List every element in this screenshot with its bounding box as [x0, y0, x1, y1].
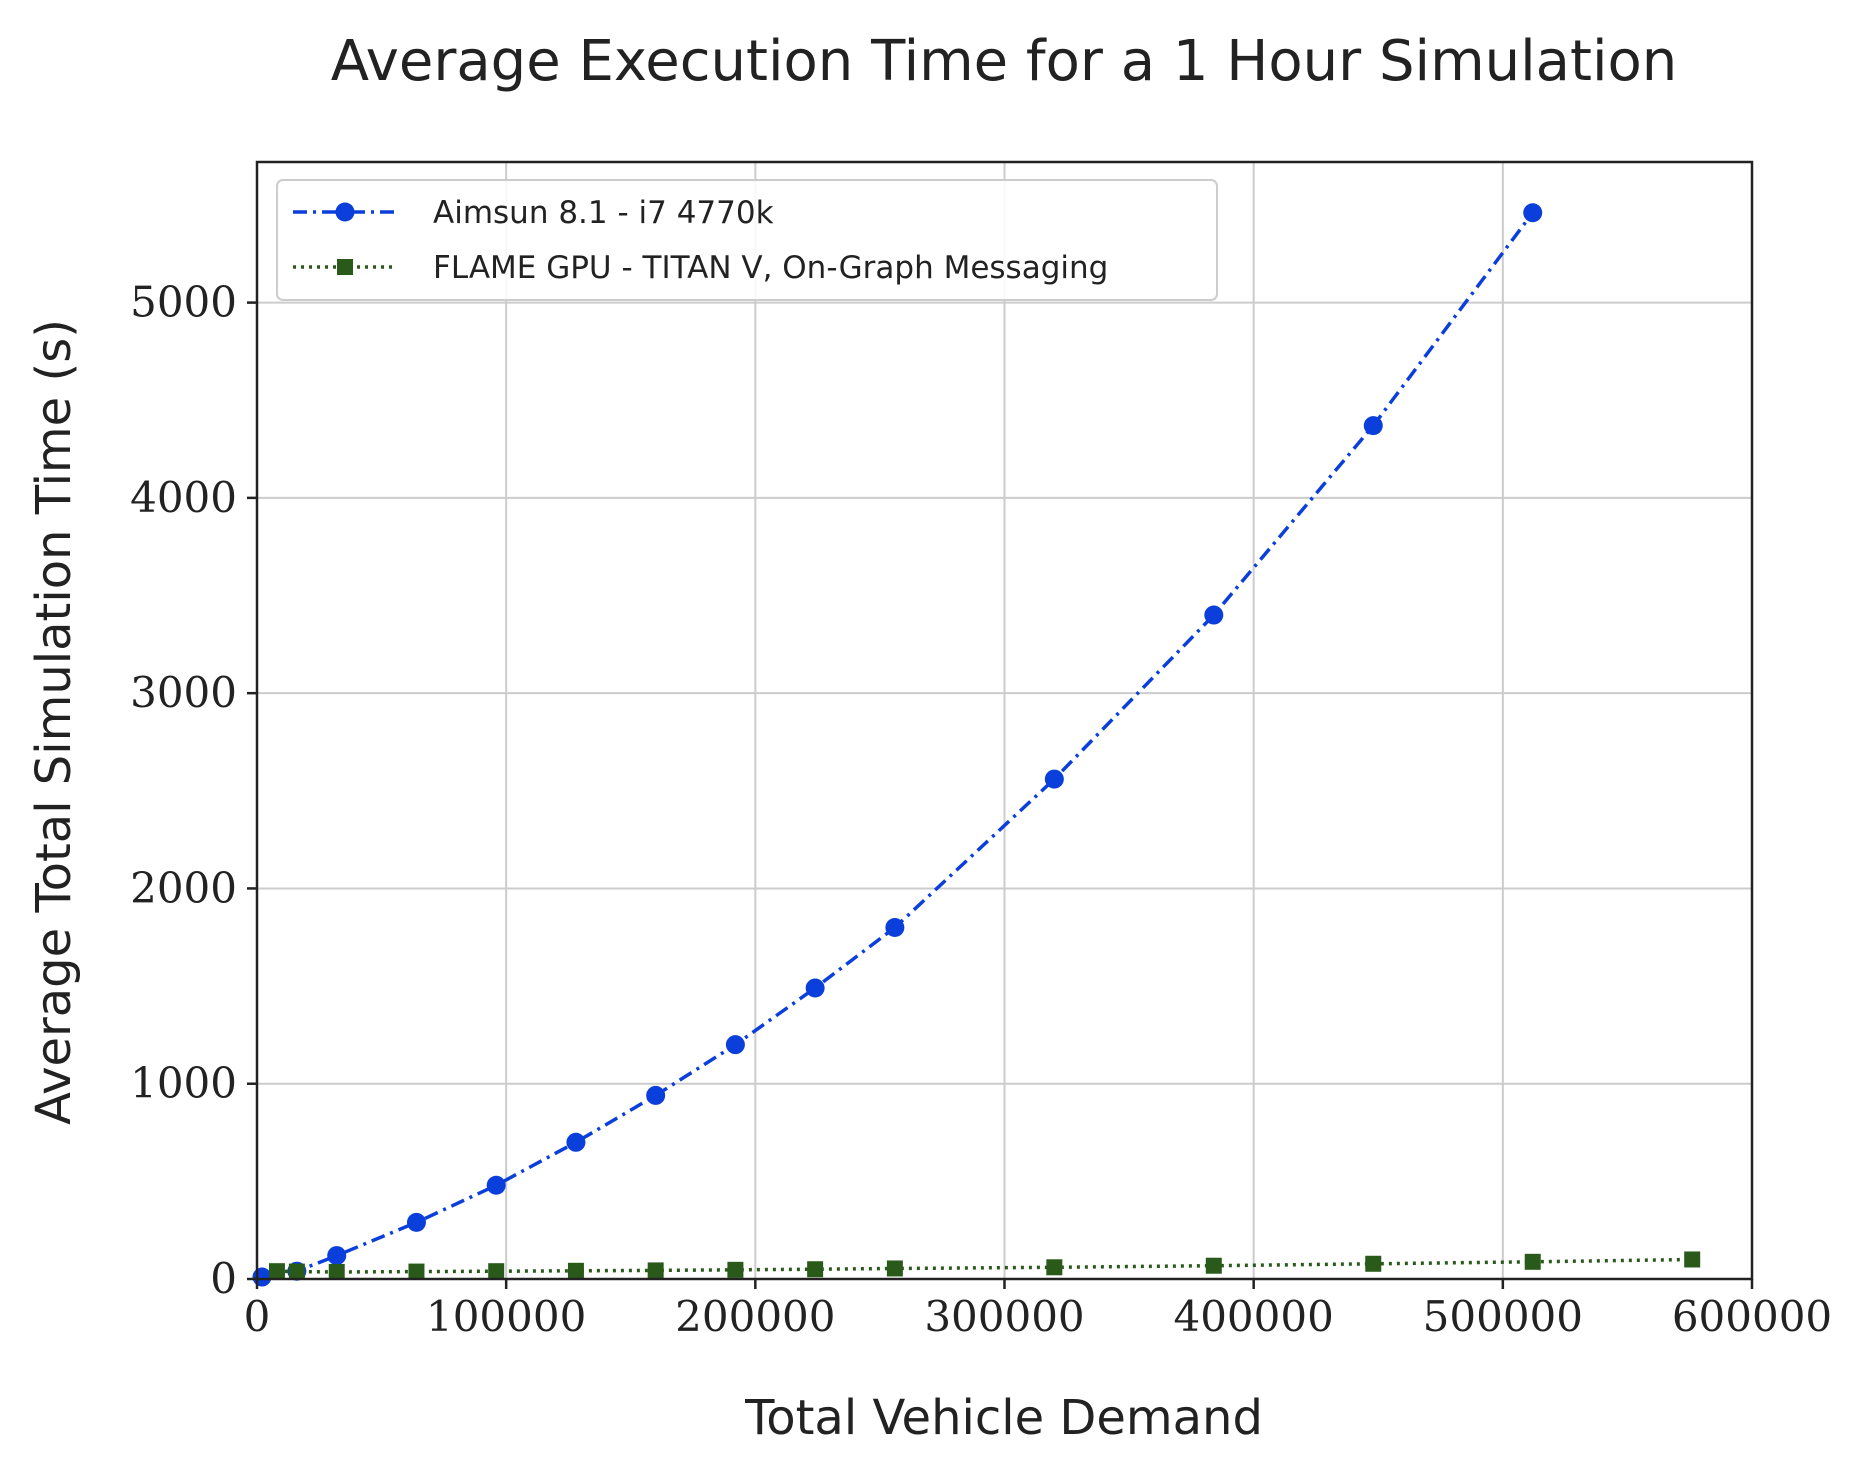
series-2-point: [288, 1263, 305, 1280]
series-1-point: [805, 978, 825, 998]
series-1-point: [406, 1212, 426, 1232]
x-tick-label: 0: [244, 1292, 271, 1341]
axis-ticks: 0 100000 200000 300000 400000 500000 600000 0 10…: [130, 278, 1832, 1341]
series-2-point: [567, 1262, 584, 1279]
y-tick-label: 0: [210, 1254, 237, 1303]
legend-item-1: Aimsun 8.1 - i7 4770k: [293, 195, 774, 231]
series-2-point: [1524, 1253, 1541, 1270]
x-axis-label: Total Vehicle Demand: [744, 1390, 1263, 1446]
series-1-point: [486, 1175, 506, 1195]
y-tick-label: 3000: [130, 668, 237, 717]
series-2-point: [1684, 1251, 1701, 1268]
x-tick-label: 600000: [1672, 1292, 1832, 1341]
series-2: [268, 1251, 1701, 1280]
legend-marker-swatch: [337, 259, 353, 275]
legend-label: FLAME GPU - TITAN V, On-Graph Messaging: [433, 250, 1108, 286]
x-tick-label: 100000: [426, 1292, 586, 1341]
series-2-point: [268, 1263, 285, 1280]
series-1-point: [1204, 605, 1224, 625]
legend-label: Aimsun 8.1 - i7 4770k: [433, 195, 774, 231]
series-1-line: [261, 211, 1535, 1279]
grid: [257, 162, 1752, 1279]
series-1-point: [646, 1085, 666, 1105]
series-2-point: [886, 1260, 903, 1277]
chart-title: Average Execution Time for a 1 Hour Simu…: [331, 29, 1678, 94]
series-1-point: [1363, 416, 1383, 436]
series-2-point: [1046, 1259, 1063, 1276]
series-1-point: [327, 1246, 347, 1266]
y-tick-label: 5000: [130, 278, 237, 327]
series-2-point: [647, 1262, 664, 1279]
legend-box: [276, 179, 1218, 301]
y-tick-label: 4000: [130, 473, 237, 522]
series-1-point: [252, 1267, 272, 1287]
x-tick-label: 300000: [924, 1292, 1084, 1341]
series-1-point: [725, 1035, 745, 1055]
series-2-point: [807, 1261, 824, 1278]
legend-item-2: FLAME GPU - TITAN V, On-Graph Messaging: [293, 250, 1108, 286]
y-axis-label: Average Total Simulation Time (s): [26, 319, 82, 1125]
series-2-point: [1205, 1257, 1222, 1274]
y-tick-label: 1000: [130, 1059, 237, 1108]
series-1-point: [885, 917, 905, 937]
series-2-point: [727, 1261, 744, 1278]
x-tick-label: 500000: [1423, 1292, 1583, 1341]
series-1: [252, 203, 1543, 1287]
y-tick-label: 2000: [130, 863, 237, 912]
series-1-point: [566, 1132, 586, 1152]
series-1-point: [1523, 203, 1543, 223]
series-2-point: [1365, 1255, 1382, 1272]
series-1-point: [1044, 769, 1064, 789]
x-tick-label: 200000: [675, 1292, 835, 1341]
legend: Aimsun 8.1 - i7 4770k FLAME GPU - TITAN V…: [276, 179, 1218, 301]
series-2-point: [488, 1263, 505, 1280]
plot-series: [252, 203, 1701, 1287]
series-2-point: [408, 1263, 425, 1280]
series-2-point: [328, 1263, 345, 1280]
legend-marker-swatch: [335, 202, 355, 222]
x-tick-label: 400000: [1173, 1292, 1333, 1341]
